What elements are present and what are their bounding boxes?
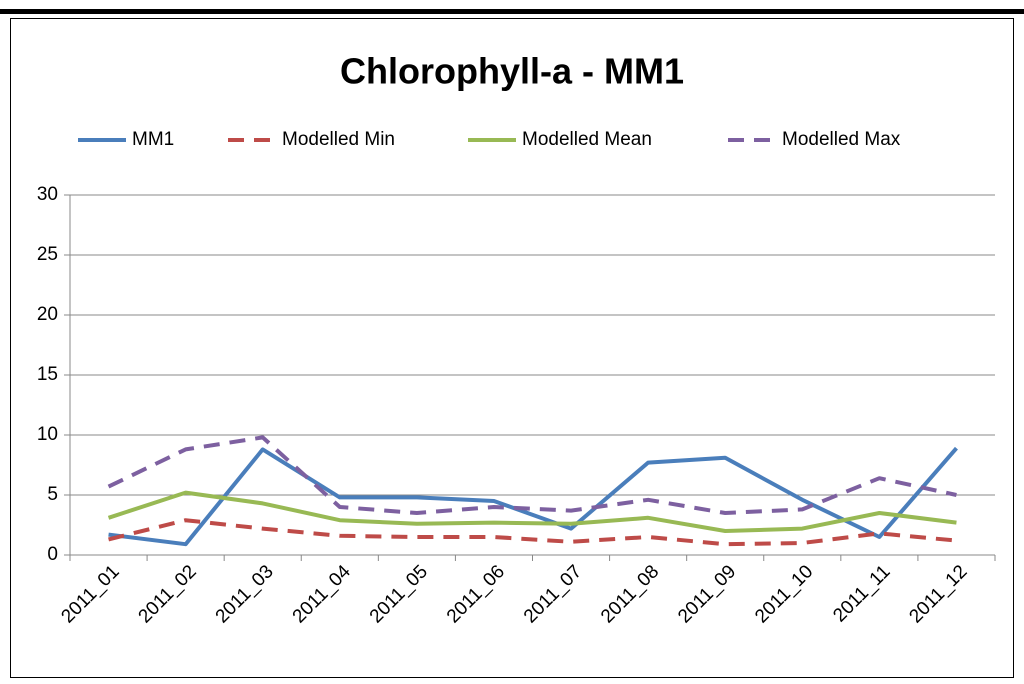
y-tick-label: 20 bbox=[37, 304, 58, 325]
y-tick-label: 30 bbox=[37, 184, 58, 205]
y-tick-label: 5 bbox=[47, 484, 58, 505]
top-rule bbox=[0, 9, 1024, 14]
legend-label: Modelled Max bbox=[782, 129, 901, 150]
y-tick-label: 10 bbox=[37, 424, 58, 445]
y-tick-label: 25 bbox=[37, 244, 58, 265]
y-tick-label: 0 bbox=[47, 544, 58, 565]
series-line bbox=[107, 490, 957, 533]
y-tick-label: 15 bbox=[37, 364, 58, 385]
legend-label: Modelled Min bbox=[282, 129, 395, 150]
legend-label: MM1 bbox=[132, 129, 174, 150]
legend-label: Modelled Mean bbox=[522, 129, 652, 150]
series-line bbox=[108, 518, 957, 547]
chart-border bbox=[10, 18, 1014, 678]
series-line bbox=[108, 446, 958, 547]
chart-title: Chlorophyll-a - MM1 bbox=[340, 51, 684, 92]
